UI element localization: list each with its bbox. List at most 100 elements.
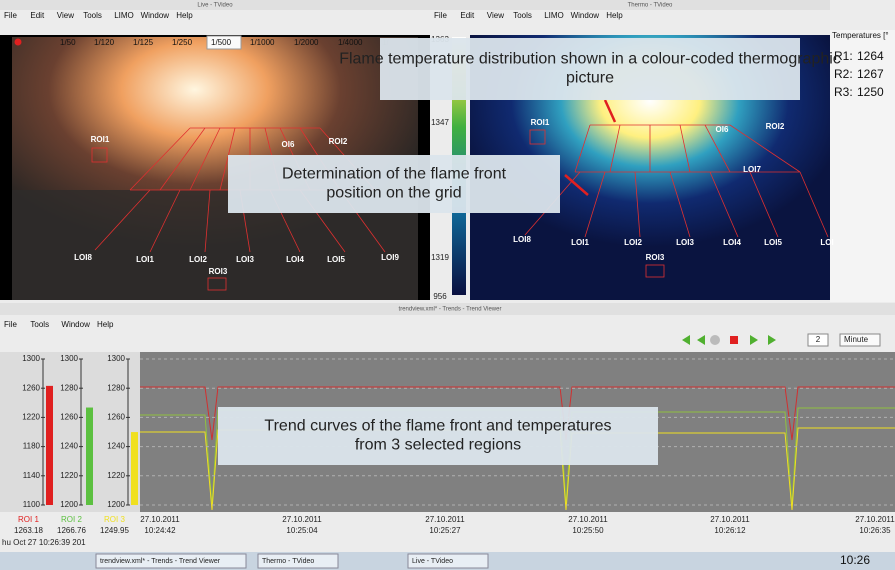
menu-item[interactable]: File	[4, 11, 17, 20]
play-button[interactable]	[710, 335, 720, 345]
temperature-panel	[830, 30, 895, 302]
gauge-value: 1249.95	[100, 526, 129, 535]
grid-label: ROI3	[646, 253, 665, 262]
gauge-bar	[86, 407, 93, 505]
gauge-name: ROI 3	[104, 515, 125, 524]
grid-label: LOI1	[571, 238, 589, 247]
gauge-name: ROI 2	[61, 515, 82, 524]
shutter-speed[interactable]: 1/120	[94, 38, 115, 47]
gauge-tick-label: 1260	[60, 413, 78, 422]
record-button[interactable]	[14, 38, 22, 46]
menu-item[interactable]: View	[487, 11, 504, 20]
menu-item[interactable]: LIMO	[544, 11, 564, 20]
menu-item[interactable]: File	[434, 11, 447, 20]
temperature-header: Temperatures [°	[832, 31, 889, 40]
grid-label: LOI3	[676, 238, 694, 247]
shutter-speed[interactable]: 1/50	[60, 38, 76, 47]
gauge-tick-label: 1180	[23, 442, 41, 451]
shutter-speed[interactable]: 1/4000	[338, 38, 363, 47]
shutter-speed[interactable]: 1/1000	[250, 38, 275, 47]
grid-label: LOI7	[743, 165, 761, 174]
menu-item[interactable]: View	[57, 11, 74, 20]
callout: Determination of the flame front position…	[282, 166, 507, 202]
shutter-speed[interactable]: 1/250	[172, 38, 193, 47]
title-bar	[430, 0, 830, 10]
menu-item[interactable]: Tools	[30, 320, 49, 329]
gauge-tick-label: 1260	[107, 413, 125, 422]
reading-value: 1267	[857, 67, 884, 81]
time-clock: 10:24:42	[144, 526, 176, 535]
grid-label: ROI2	[329, 137, 348, 146]
time-clock: 10:25:04	[286, 526, 318, 535]
gauge-tick-label: 1100	[23, 500, 41, 509]
shutter-speed[interactable]: 1/125	[133, 38, 154, 47]
scale-label: 1319	[431, 253, 449, 262]
callout: Trend curves of the flame front and temp…	[264, 418, 611, 454]
task-button[interactable]	[407, 553, 489, 569]
reading-label: R2:	[834, 67, 853, 81]
menu-item[interactable]: Help	[176, 11, 193, 20]
task-button[interactable]	[95, 553, 247, 569]
grid-label: LOI5	[327, 255, 345, 264]
status: hu Oct 27 10:26:39 201	[2, 538, 86, 547]
task-label: trendview.xml* - Trends - Trend Viewer	[100, 558, 221, 565]
shutter-speed[interactable]: 1/2000	[294, 38, 319, 47]
time-date: 27.10.2011	[855, 515, 895, 524]
time-clock: 10:25:27	[429, 526, 461, 535]
menu-item[interactable]: Tools	[513, 11, 532, 20]
grid-label: LOI4	[286, 255, 304, 264]
forward-buttons[interactable]	[750, 335, 776, 345]
gauge-tick-label: 1220	[60, 471, 78, 480]
arrows	[564, 99, 617, 196]
unit-select[interactable]	[839, 333, 881, 347]
callout-box	[218, 407, 658, 465]
grid-label: LOI	[820, 238, 833, 247]
callout-box	[380, 38, 800, 100]
grid-label: LOI9	[381, 253, 399, 262]
menu-item[interactable]: Tools	[83, 11, 102, 20]
gauge-tick-label: 1220	[107, 471, 125, 480]
time-date: 27.10.2011	[568, 515, 608, 524]
menu-item[interactable]: LIMO	[114, 11, 134, 20]
gauge-name: ROI 1	[18, 515, 39, 524]
gauge-bar	[46, 385, 53, 505]
reading-label: R3:	[834, 85, 853, 99]
callout: Flame temperature distribution shown in …	[339, 51, 841, 87]
window-title: Thermo - TVideo	[628, 3, 673, 9]
task-label: Thermo - TVideo	[262, 558, 314, 565]
clock: 10:26	[840, 553, 870, 567]
gauge-tick-label: 1200	[60, 500, 78, 509]
grid-label: LOI2	[189, 255, 207, 264]
interval: 2	[816, 335, 821, 344]
menu-item[interactable]: Window	[571, 11, 600, 20]
grid-label: ROI2	[766, 122, 785, 131]
menu-item[interactable]: Window	[141, 11, 170, 20]
menu-item[interactable]: Edit	[30, 11, 45, 20]
trend-toolbar	[682, 333, 881, 347]
menu-item[interactable]: Edit	[460, 11, 475, 20]
menu-item[interactable]: Window	[61, 320, 90, 329]
menu-item[interactable]: Help	[97, 320, 114, 329]
window-title: trendview.xml* - Trends - Trend Viewer	[399, 307, 502, 313]
shutter-speed[interactable]: 1/500	[211, 38, 232, 47]
back-buttons[interactable]	[682, 335, 705, 345]
grid-label: OI6	[282, 140, 295, 149]
grid-label: ROI1	[91, 135, 110, 144]
callout-box	[228, 155, 560, 213]
grid-label: LOI8	[74, 253, 92, 262]
interval-spinner[interactable]	[807, 333, 829, 347]
task-button[interactable]	[257, 553, 339, 569]
gauge-tick-label: 1140	[23, 471, 41, 480]
gauge-tick-label: 1200	[107, 500, 125, 509]
menu-item[interactable]: Help	[606, 11, 623, 20]
title-bar	[0, 303, 895, 315]
grid-label: ROI3	[209, 267, 228, 276]
gauge-tick-label: 1300	[22, 354, 40, 363]
gauge-tick-label: 1240	[107, 442, 125, 451]
menu-item[interactable]: File	[4, 320, 17, 329]
gauge-value: 1266.76	[57, 526, 86, 535]
gauge-bar	[131, 432, 138, 505]
gauge-tick-label: 1220	[22, 413, 40, 422]
stop-button[interactable]	[730, 336, 738, 344]
